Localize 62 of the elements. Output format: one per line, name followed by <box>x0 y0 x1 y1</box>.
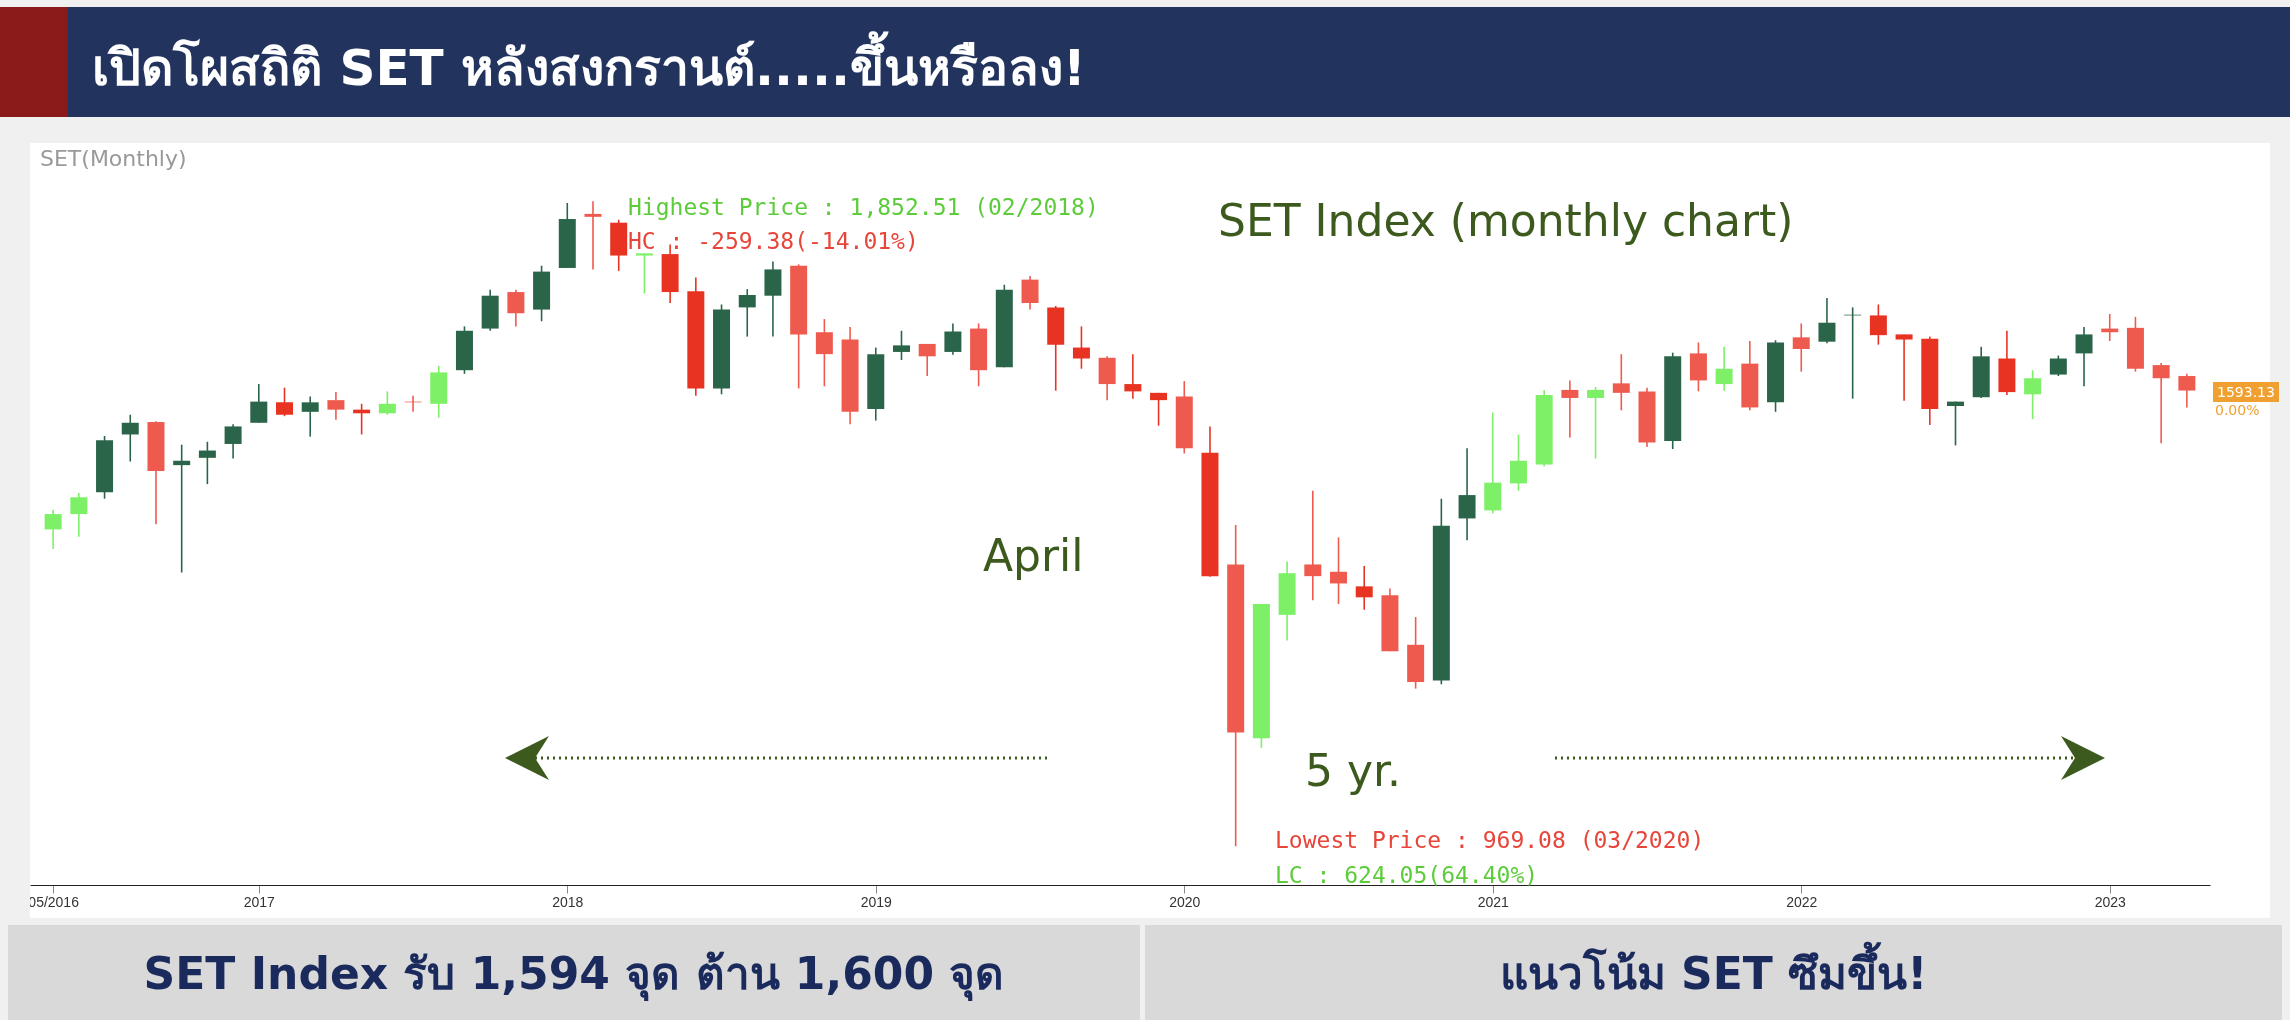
text: แนวโน้ม SET ซึมขึ้น! <box>1145 925 2282 1020</box>
x-tick-label: 2019 <box>860 893 893 910</box>
candlestick <box>1124 353 1142 400</box>
candlestick <box>738 288 756 338</box>
annotation: April <box>983 530 1084 581</box>
candlestick <box>1792 322 1810 373</box>
x-tick-label: 2021 <box>1477 893 1510 910</box>
candlestick <box>1715 346 1733 392</box>
candlestick <box>2024 369 2042 420</box>
candlestick <box>301 395 319 438</box>
candlestick <box>1304 489 1322 602</box>
candlestick <box>2049 354 2067 377</box>
candlestick <box>1561 379 1579 439</box>
text: SET Index รับ 1,594 จุด ต้าน 1,600 จุด <box>8 925 1140 1020</box>
x-tick-label: 2018 <box>552 893 584 910</box>
candlestick <box>892 329 910 361</box>
annotation: SET Index (monthly chart) <box>1218 195 1794 246</box>
candlestick <box>250 383 268 424</box>
x-tick-label: 2022 <box>1786 893 1818 910</box>
candlestick <box>584 200 602 271</box>
text: SET(Monthly) <box>40 146 187 171</box>
candlestick <box>918 343 936 377</box>
candlestick <box>1612 353 1630 412</box>
text: LC : 624.05(64.40%) <box>1275 862 1539 888</box>
candlestick <box>635 252 653 295</box>
text: 0.00% <box>2215 402 2260 418</box>
candlestick <box>378 390 396 416</box>
x-tick-label: 2017 <box>243 893 276 910</box>
annotation: 5 yr. <box>1305 745 1402 796</box>
candlestick <box>1895 333 1913 402</box>
candlestick <box>815 318 833 388</box>
candlestick <box>1072 325 1090 370</box>
candlestick <box>1330 536 1348 605</box>
candlestick <box>276 386 293 418</box>
candlestick <box>224 423 242 460</box>
candlestick <box>1869 303 1887 346</box>
candlestick <box>327 391 345 421</box>
candlestick <box>944 322 962 356</box>
candlestick <box>173 443 191 574</box>
candlestick <box>2075 326 2093 388</box>
candlestick <box>2178 373 2196 409</box>
annotation: HC : -259.38(-14.01%) <box>628 228 919 254</box>
candlestick <box>1021 275 1039 311</box>
candlestick <box>1587 386 1605 460</box>
candlestick <box>1150 392 1168 427</box>
candlestick <box>1947 400 1964 447</box>
candlestick <box>1458 447 1476 542</box>
x-tick-label: 2020 <box>1169 893 1201 910</box>
x-tick-label: 2023 <box>2094 893 2127 910</box>
candlestick <box>121 413 139 463</box>
candlestick <box>1355 565 1373 611</box>
annotation: Highest Price : 1,852.51 (02/2018) <box>628 194 1099 220</box>
candlestick <box>44 508 62 550</box>
candlestick <box>1818 297 1836 344</box>
candlestick <box>2152 362 2170 445</box>
chart-title: เปิดโผสถิติ SET หลังสงกรานต์.....ขึ้นหรือลง! <box>92 30 1086 99</box>
candlestick <box>507 289 525 328</box>
annotation: Lowest Price : 969.08 (03/2020) <box>1275 827 1705 853</box>
candlestick <box>198 440 216 485</box>
text: 1593.13 <box>2213 382 2279 402</box>
candlestick <box>70 492 88 538</box>
candlestick <box>1509 433 1527 492</box>
